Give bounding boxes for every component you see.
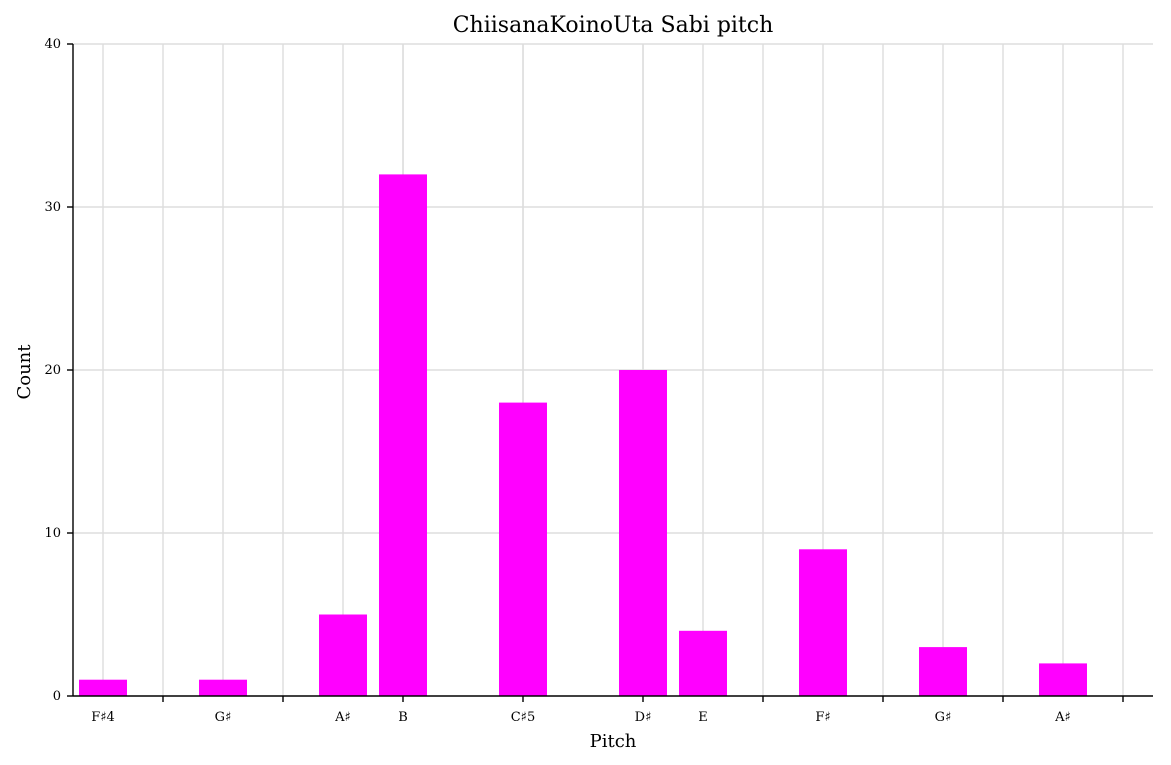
y-ticks: 0 10 20 30 40 [44,37,73,704]
x-tick-label: C♯5 [511,710,536,725]
x-ticks: F♯4 G♯ A♯ B C♯5 D♯ E F♯ G♯ A♯ [91,696,1124,725]
grid-lines [73,43,1153,696]
y-tick-label: 30 [44,200,61,215]
bar [919,647,967,696]
bar [799,549,847,696]
y-tick-label: 40 [44,37,61,52]
y-tick-label: 10 [44,526,61,541]
x-tick-label: F♯ [815,710,830,725]
y-tick-label: 0 [53,689,61,704]
y-tick-label: 20 [44,363,61,378]
x-tick-label: A♯ [1054,710,1071,725]
bar [619,370,667,696]
x-tick-label: E [698,710,708,725]
bars [79,174,1087,696]
bar [379,174,427,696]
bar [1039,663,1087,696]
x-tick-label: D♯ [635,710,652,725]
x-tick-label: B [398,710,408,725]
bar [679,630,727,696]
y-axis-title: Count [14,344,35,400]
bar [499,402,547,696]
x-tick-label: G♯ [935,710,952,725]
x-tick-label: F♯4 [91,710,115,725]
bar [319,614,367,696]
chart-title: ChiisanaKoinoUta Sabi pitch [453,13,774,38]
x-axis-title: Pitch [590,731,637,752]
x-tick-label: G♯ [215,710,232,725]
bar [79,679,127,696]
bar [199,679,247,696]
x-tick-label: A♯ [334,710,351,725]
